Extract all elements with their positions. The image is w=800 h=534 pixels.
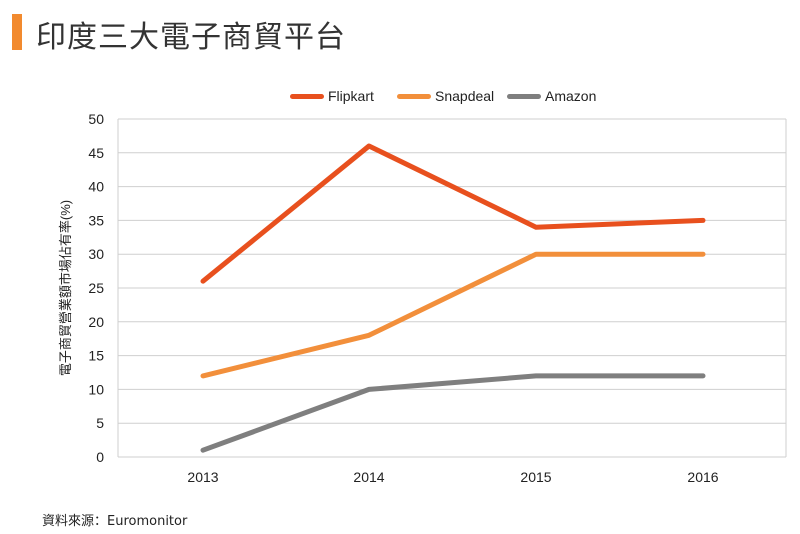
series-line-flipkart: [200, 143, 706, 284]
legend-label-flipkart: Flipkart: [328, 88, 374, 104]
y-tick-label: 10: [88, 381, 104, 397]
title-accent-bar: [12, 14, 22, 50]
x-tick-label: 2014: [353, 469, 384, 485]
y-tick-label: 30: [88, 246, 104, 262]
y-tick-label: 0: [96, 449, 104, 465]
series-line-amazon: [200, 373, 706, 453]
y-tick-label: 45: [88, 145, 104, 161]
y-tick-label: 40: [88, 179, 104, 195]
legend-swatch-flipkart: [290, 93, 324, 99]
page-title: 印度三大電子商貿平台: [36, 20, 346, 55]
legend-swatch-amazon: [507, 93, 541, 99]
y-tick-label: 35: [88, 212, 104, 228]
legend-item-flipkart: Flipkart: [290, 86, 374, 106]
axis-layer: 0 5 10 15 20 25 30 35 40 45 50 2013 2014 2015 2016: [88, 111, 787, 485]
legend-swatch-snapdeal: [397, 93, 431, 99]
chart-legend: Flipkart Snapdeal Amazon: [0, 86, 800, 106]
legend-label-snapdeal: Snapdeal: [435, 88, 495, 104]
y-tick-label: 20: [88, 314, 104, 330]
legend-label-amazon: Amazon: [545, 88, 597, 104]
y-tick-label: 15: [88, 348, 104, 364]
grid-layer: [118, 118, 786, 458]
legend-item-snapdeal: Snapdeal: [397, 86, 494, 106]
x-tick-label: 2016: [687, 469, 718, 485]
y-tick-label: 25: [88, 280, 104, 296]
y-axis-label: 電子商貿營業額市場佔有率(%): [58, 200, 73, 376]
series-layer: [200, 143, 706, 453]
series-line-snapdeal: [200, 251, 706, 379]
source-note: 資料來源：Euromonitor: [42, 514, 188, 529]
x-tick-label: 2013: [187, 469, 218, 485]
y-tick-label: 5: [96, 415, 104, 431]
x-tick-label: 2015: [520, 469, 551, 485]
legend-item-amazon: Amazon: [507, 86, 596, 106]
y-tick-label: 50: [88, 111, 104, 127]
